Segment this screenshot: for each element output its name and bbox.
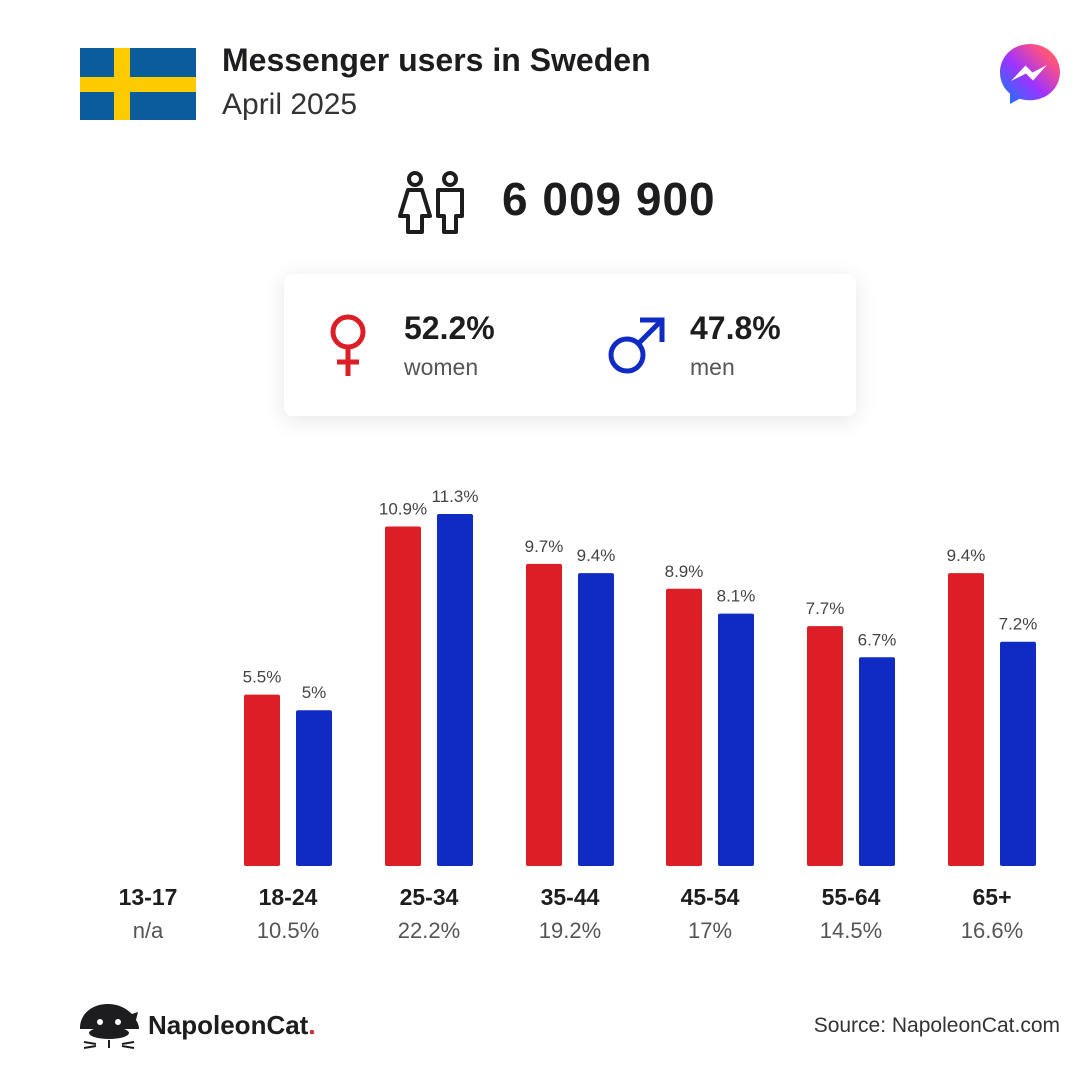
women-label: women <box>404 354 479 380</box>
age-group-total: 19.2% <box>538 918 602 943</box>
age-group-label: 25-34 <box>399 884 459 910</box>
bar-women-35-44 <box>526 563 562 866</box>
bar-women-25-34 <box>385 526 421 866</box>
data-label-women-25-34: 10.9% <box>379 499 427 518</box>
total-users: 6 009 900 <box>0 168 1080 240</box>
brand-name: NapoleonCat. <box>148 1010 316 1041</box>
messenger-logo-icon <box>1000 44 1060 104</box>
page-title: Messenger users in Sweden <box>222 42 651 78</box>
brand-dot: . <box>308 1010 316 1040</box>
female-symbol-icon <box>330 314 366 376</box>
age-group-label: 55-64 <box>821 884 881 910</box>
age-group-label: 45-54 <box>680 884 740 910</box>
men-percentage: 47.8% <box>690 310 781 346</box>
bar-men-55-64 <box>859 657 895 866</box>
data-label-women-18-24: 5.5% <box>243 668 282 687</box>
age-gender-bar-chart: 5.5% 5% 10.9% 11.3% 9.7% 9.4% 8.9% 8.1% 7.7% 6.7%… <box>0 460 1080 960</box>
age-group-label: 35-44 <box>540 884 600 910</box>
age-group-label: 65+ <box>972 884 1012 910</box>
age-group-total: 17% <box>687 918 733 943</box>
men-label: men <box>690 354 735 380</box>
data-label-men-25-34: 11.3% <box>432 487 479 506</box>
sweden-flag-icon <box>80 48 196 120</box>
data-label-women-55-64: 7.7% <box>806 599 845 618</box>
women-percentage: 52.2% <box>404 310 495 346</box>
bar-women-45-54 <box>666 588 702 866</box>
data-label-men-18-24: 5% <box>302 683 327 702</box>
page-subtitle: April 2025 <box>222 88 358 121</box>
age-group-label: 13-17 <box>118 884 178 910</box>
bar-women-55-64 <box>807 626 843 866</box>
total-users-value: 6 009 900 <box>502 173 716 225</box>
bar-men-65+ <box>1000 641 1036 866</box>
data-label-men-65+: 7.2% <box>999 615 1038 634</box>
bar-women-65+ <box>948 573 984 866</box>
source-credit: Source: NapoleonCat.com <box>813 1014 1060 1037</box>
data-label-men-45-54: 8.1% <box>717 587 756 606</box>
bar-men-35-44 <box>578 573 614 866</box>
napoleoncat-logo-icon <box>80 1004 139 1049</box>
age-group-total: 22.2% <box>397 918 461 943</box>
data-label-men-55-64: 6.7% <box>858 630 897 649</box>
age-group-total: n/a <box>132 918 164 943</box>
people-icon <box>398 171 464 234</box>
gender-breakdown-card: 52.2% women 47.8% men <box>284 274 856 416</box>
age-group-label: 18-24 <box>258 884 318 910</box>
bar-men-25-34 <box>437 514 473 866</box>
age-group-total: 16.6% <box>960 918 1024 943</box>
bar-women-18-24 <box>244 694 280 866</box>
brand-name-text: NapoleonCat <box>148 1010 309 1040</box>
data-label-men-35-44: 9.4% <box>577 546 616 565</box>
data-label-women-65+: 9.4% <box>947 546 986 565</box>
bar-men-45-54 <box>718 613 754 866</box>
bars-svg: 5.5% 5% 10.9% 11.3% 9.7% 9.4% 8.9% 8.1% 7.7% 6.7%… <box>243 487 1038 866</box>
male-symbol-icon <box>608 317 665 374</box>
data-label-women-45-54: 8.9% <box>665 562 704 581</box>
age-group-total: 10.5% <box>256 918 320 943</box>
data-label-women-35-44: 9.7% <box>525 537 564 556</box>
bar-men-18-24 <box>296 710 332 866</box>
age-group-total: 14.5% <box>819 918 883 943</box>
